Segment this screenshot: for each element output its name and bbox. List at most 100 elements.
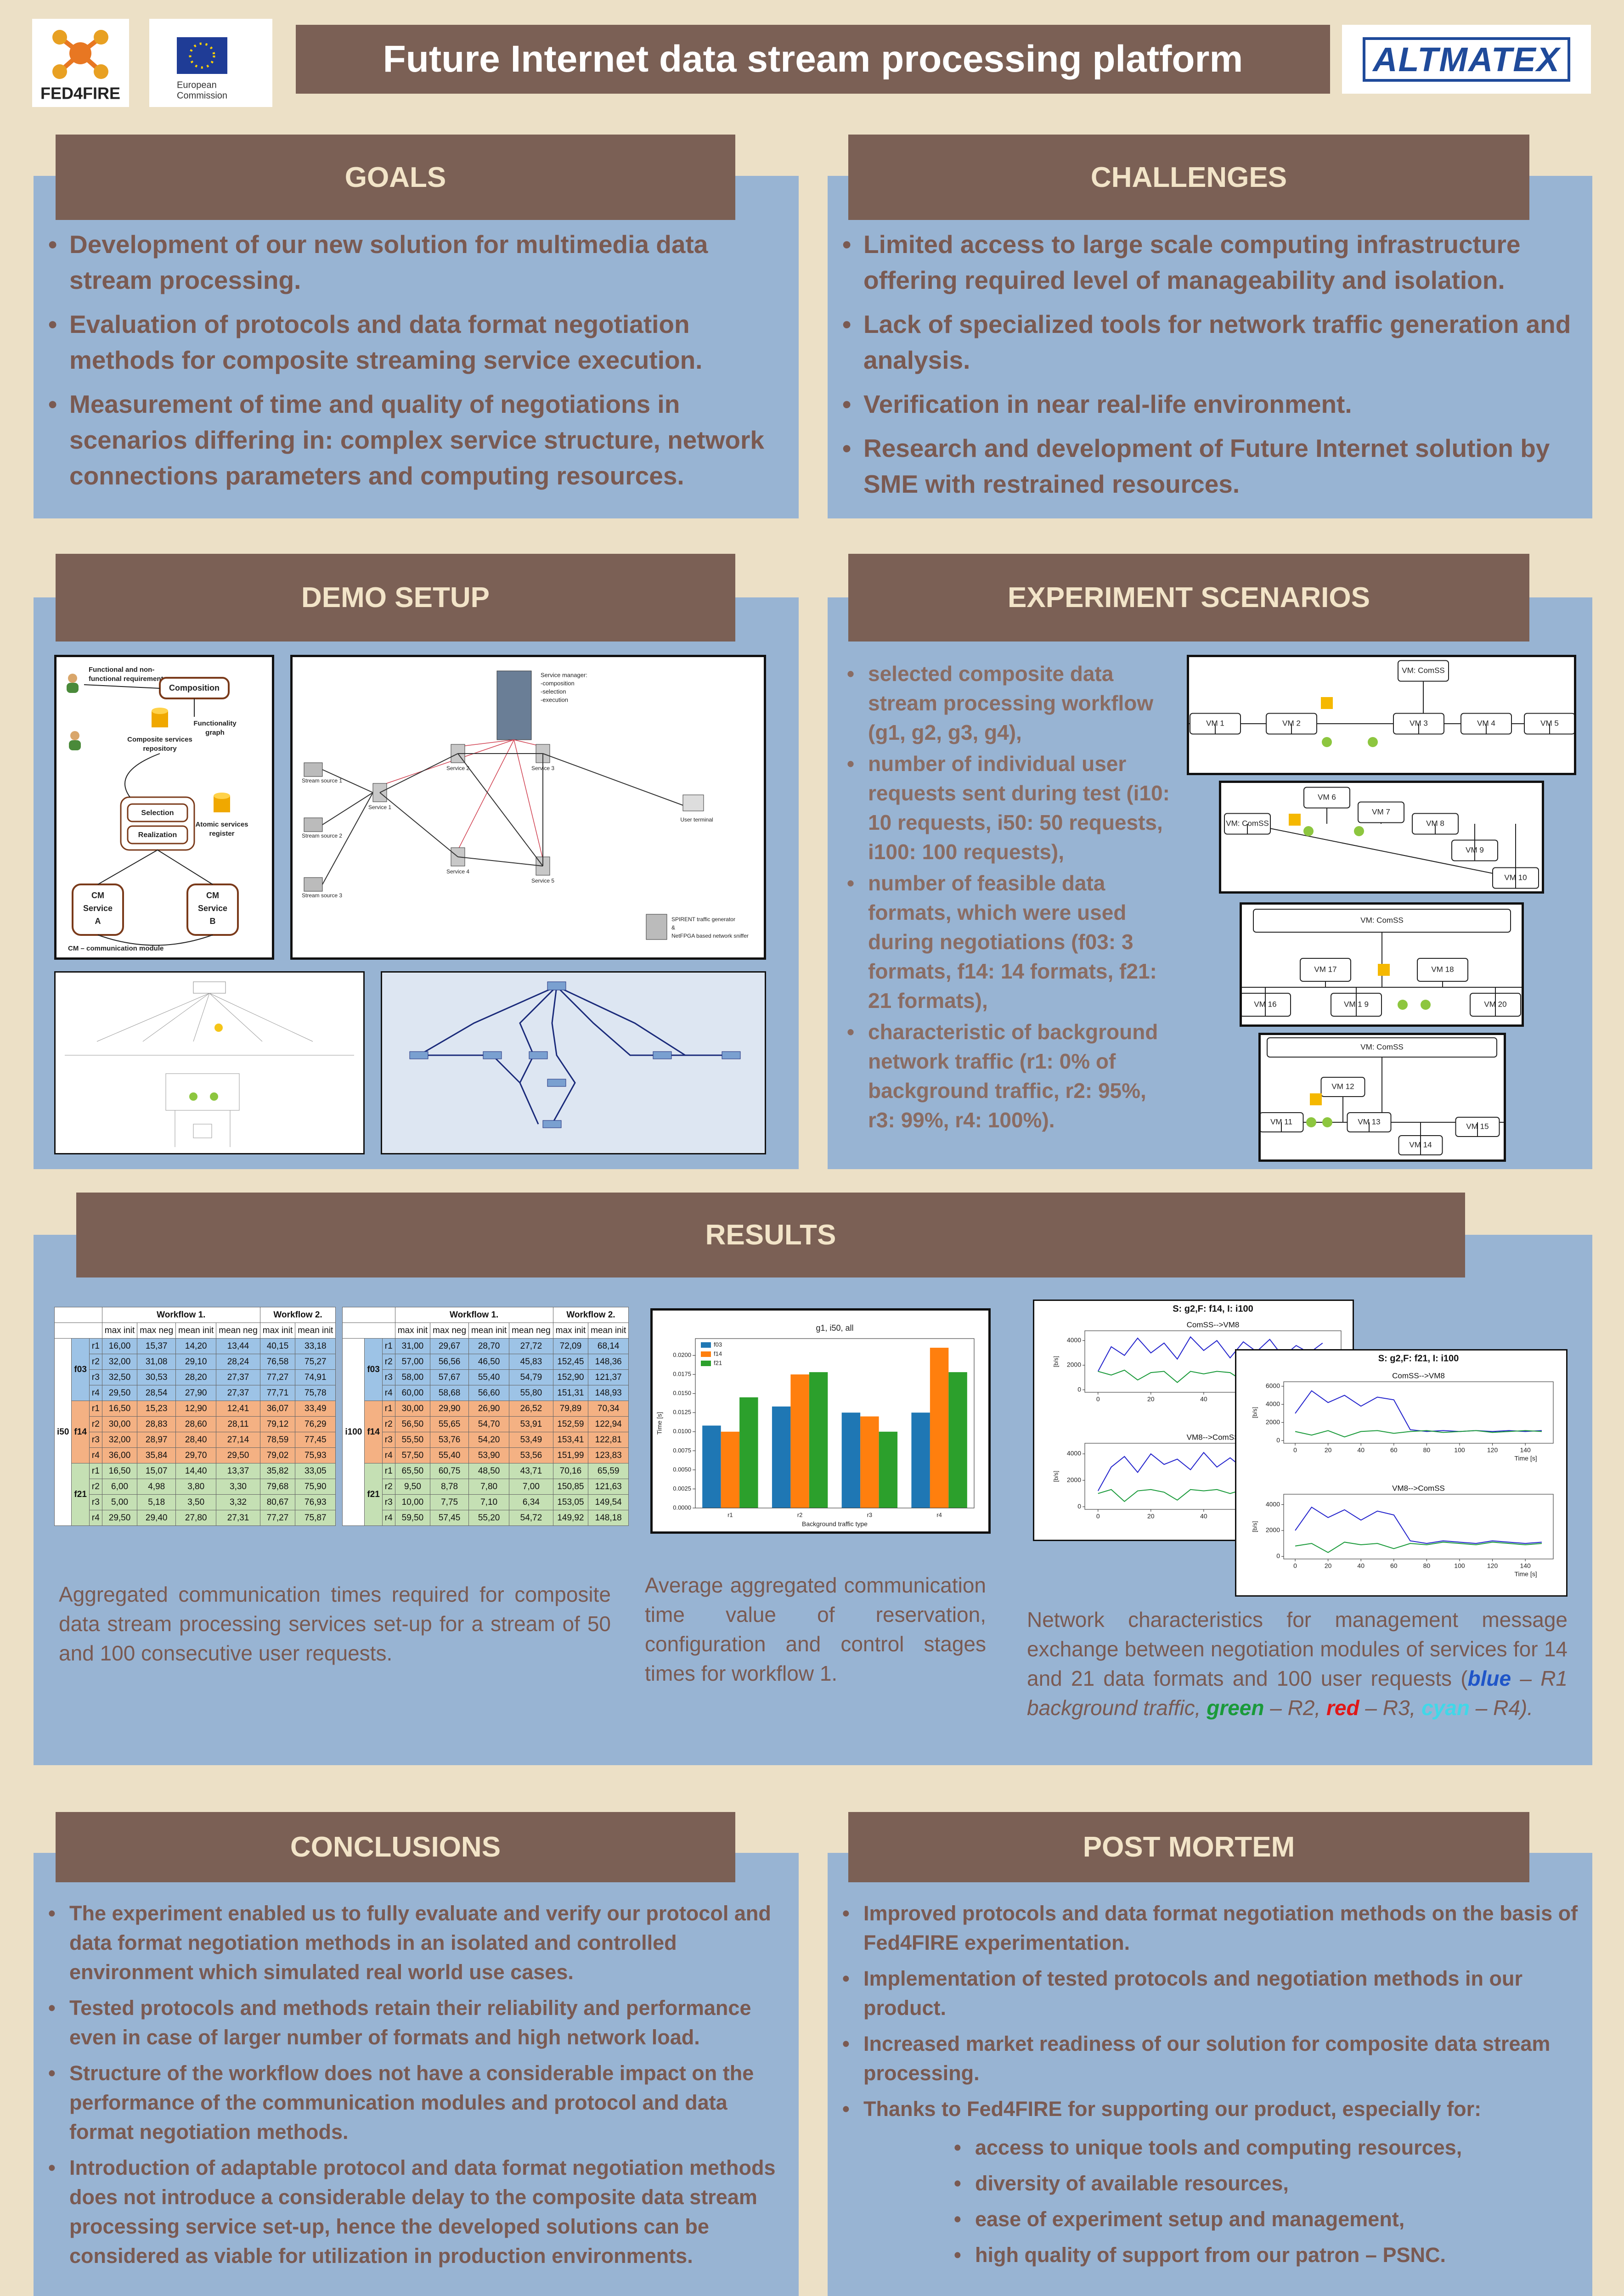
table-row: i100 f03 r1 31,00 29,67 28,70 27,72 72,09 68,14 <box>342 1338 629 1526</box>
bar <box>948 1372 967 1508</box>
row-label: r4 <box>89 1385 102 1401</box>
cell: 153,05 <box>553 1494 589 1510</box>
y-tick-label: 2000 <box>1067 1361 1081 1368</box>
cell: 77,27 <box>259 1510 296 1526</box>
cell: 152,45 <box>553 1354 589 1370</box>
bar <box>809 1372 828 1508</box>
row-label: r2 <box>382 1416 395 1432</box>
cell: 79,12 <box>259 1416 296 1432</box>
diagram-label: NetFPGA based network sniffer <box>671 933 749 939</box>
diagram-label: VM 11 <box>1270 1117 1292 1126</box>
bar <box>841 1412 861 1508</box>
y-tick-label: 0.0200 <box>673 1351 691 1358</box>
cell: 79,68 <box>259 1479 296 1495</box>
scenario-svg: VM: ComSS VM 6 VM 7 VM 8 VM 9 VM 10 <box>1224 787 1539 889</box>
y-axis-label: [b/s] <box>1052 1471 1059 1482</box>
cell: 55,40 <box>430 1447 469 1463</box>
bar <box>930 1347 949 1508</box>
table-row: r3 32,50 30,53 28,20 27,37 77,27 74,91 <box>54 1369 336 1385</box>
row-label: r1 <box>89 1338 102 1354</box>
bar <box>790 1374 809 1508</box>
row-label: r2 <box>89 1479 102 1495</box>
bullet: Tested protocols and methods retain thei… <box>48 1993 797 2052</box>
cell: 29,50 <box>216 1447 260 1463</box>
table-row: r4 29,50 28,54 27,90 27,37 77,71 75,78 <box>54 1385 336 1401</box>
row-label: r2 <box>89 1354 102 1370</box>
person-icon <box>68 674 77 683</box>
cell: 29,90 <box>430 1401 469 1417</box>
diagram-label: Stream source 2 <box>302 833 342 839</box>
cell: 16,50 <box>102 1401 138 1417</box>
legend-label: f21 <box>714 1359 722 1366</box>
chart-title: g1, i50, all <box>816 1323 853 1333</box>
section-title: EXPERIMENT SCENARIOS <box>848 554 1529 642</box>
y-tick-label: 0 <box>1077 1385 1081 1393</box>
x-tick-label: 40 <box>1200 1513 1207 1520</box>
diagram-label: B <box>210 917 216 926</box>
cell: 6,00 <box>102 1479 138 1495</box>
cell: 57,00 <box>395 1354 431 1370</box>
x-tick-label: 100 <box>1454 1446 1465 1454</box>
diagram-label: VM 8 <box>1426 819 1444 827</box>
fed4fire-text: FED4FIRE <box>40 84 120 103</box>
diagram-label: Service 5 <box>531 878 554 884</box>
cell: 40,15 <box>259 1338 296 1354</box>
chart-title: VM8-->ComSS <box>1392 1484 1445 1492</box>
group-label: f21 <box>71 1463 90 1526</box>
caption-part: – R1 background traffic, <box>1027 1666 1568 1720</box>
diagram-label: VM: ComSS <box>1226 819 1269 827</box>
cell: 55,80 <box>509 1385 553 1401</box>
diagram-label: Selection <box>141 809 174 817</box>
bar <box>879 1431 898 1508</box>
group-label: f14 <box>71 1401 90 1463</box>
cell: 54,70 <box>468 1416 510 1432</box>
bullet: Research and development of Future Inter… <box>842 430 1582 502</box>
scenario-diagram: VM: ComSS VM 12 VM 11 VM 13 VM 15 VM 14 <box>1258 1033 1506 1162</box>
challenges-panel: Limited access to large scale computing … <box>828 176 1592 518</box>
cell: 68,14 <box>588 1338 629 1354</box>
row-label: r4 <box>382 1385 395 1401</box>
row-label: r3 <box>382 1432 395 1448</box>
cell: 152,90 <box>553 1369 589 1385</box>
scenario-diagram: VM: ComSS VM 1 VM 2 VM 3 VM 4 VM 5 <box>1187 655 1576 775</box>
line-figure-svg: S: g2,F: f21, I: i100ComSS-->VM802000400… <box>1251 1353 1554 1578</box>
diagram-label: A <box>95 917 101 926</box>
cell: 33,18 <box>295 1338 336 1354</box>
cell: 75,78 <box>295 1385 336 1401</box>
column-header: max init <box>395 1322 431 1339</box>
cell: 77,45 <box>295 1432 336 1448</box>
diagram-label: VM 12 <box>1331 1082 1354 1091</box>
x-tick-label: 20 <box>1325 1446 1332 1454</box>
header-row: Workflow 1. Workflow 2. <box>342 1307 629 1323</box>
format-marker <box>1321 697 1333 709</box>
cell: 76,29 <box>295 1416 336 1432</box>
diagram-label: VM 15 <box>1466 1122 1489 1131</box>
header-row: max init max neg mean init mean neg max init… <box>54 1322 336 1339</box>
column-header: mean init <box>175 1322 217 1339</box>
bullet: Verification in near real-life environme… <box>842 386 1582 422</box>
y-tick-label: 0.0050 <box>673 1466 691 1473</box>
diagram-label: VM 1 9 <box>1344 1000 1369 1008</box>
x-tick-label: 80 <box>1423 1562 1431 1570</box>
figure-title: S: g2,F: f21, I: i100 <box>1378 1353 1459 1363</box>
y-tick-label: 0 <box>1276 1436 1280 1444</box>
bullet: Measurement of time and quality of negot… <box>48 386 788 494</box>
diagram-label: Stream source 3 <box>302 892 342 899</box>
person-icon <box>70 731 79 740</box>
caption: Average aggregated communication time va… <box>645 1573 986 1685</box>
diagram-label: Service 1 <box>368 804 391 810</box>
section-title: CONCLUSIONS <box>56 1812 735 1882</box>
cell: 57,45 <box>430 1510 469 1526</box>
line-series <box>1295 1506 1542 1544</box>
y-axis-label: Time [s] <box>656 1412 663 1435</box>
bullet: number of individual user requests sent … <box>847 749 1173 867</box>
cell: 78,59 <box>259 1432 296 1448</box>
cell: 57,50 <box>395 1447 431 1463</box>
cell: 7,75 <box>430 1494 469 1510</box>
cell: 55,65 <box>430 1416 469 1432</box>
row-label: r1 <box>382 1463 395 1479</box>
scenario-svg: VM: ComSS VM 1 VM 2 VM 3 VM 4 VM 5 <box>1189 660 1575 747</box>
y-axis-label: [b/s] <box>1251 1521 1258 1532</box>
table-row: r3 32,00 28,97 28,40 27,14 78,59 77,45 <box>54 1432 336 1448</box>
cell: 13,44 <box>216 1338 260 1354</box>
